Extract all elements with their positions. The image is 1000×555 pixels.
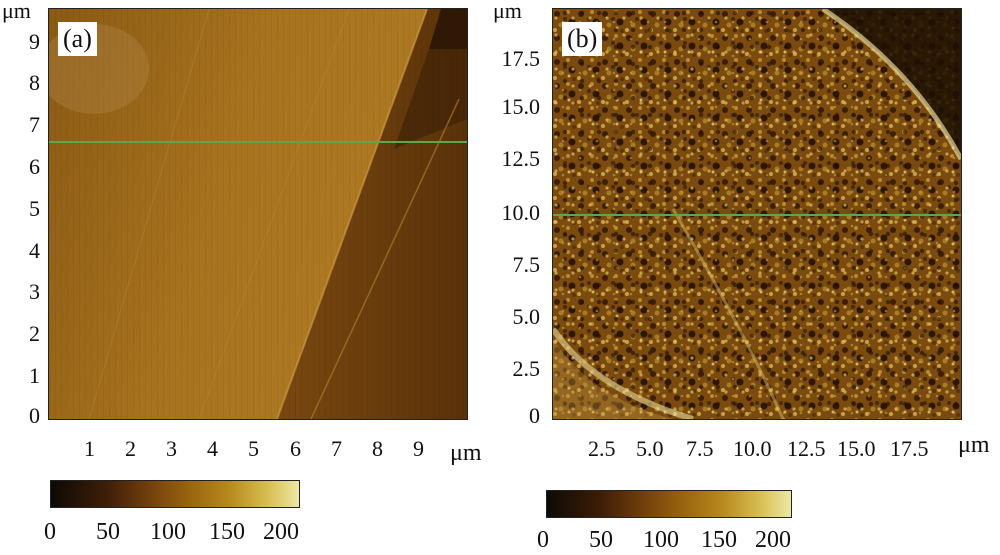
x-tick-a: 5	[248, 436, 259, 461]
y-tick-a: 9	[29, 29, 40, 54]
y-tick-a: 5	[29, 196, 40, 221]
x-tick-b: 7.5	[686, 436, 714, 461]
y-axis-unit-b: μm	[493, 0, 522, 23]
scan-line-a	[49, 141, 467, 143]
panel-tag-a: (a)	[58, 22, 97, 56]
y-tick-b: 17.5	[501, 46, 541, 71]
y-tick-a: 3	[29, 279, 40, 304]
y-tick-b: 10.0	[501, 200, 541, 225]
x-tick-a: 9	[413, 436, 424, 461]
y-tick-b: 2.5	[512, 356, 541, 381]
y-tick-a: 6	[29, 154, 40, 179]
x-tick-b: 10.0	[733, 436, 772, 461]
colorbar-tick-b: 200	[755, 527, 791, 553]
x-tick-b: 15.0	[837, 436, 876, 461]
y-tick-a: 2	[29, 321, 40, 346]
x-tick-a: 3	[166, 436, 177, 461]
x-tick-a: 8	[372, 436, 383, 461]
y-tick-a: 0	[29, 403, 40, 428]
colorbar-tick-a: 100	[150, 519, 186, 545]
y-tick-a: 4	[29, 238, 40, 263]
x-tick-b: 17.5	[890, 436, 929, 461]
colorbar-tick-a: 200	[263, 519, 299, 545]
colorbar-tick-a: 0	[44, 519, 56, 545]
y-tick-a: 7	[29, 112, 40, 137]
y-tick-b: 0	[529, 403, 540, 428]
y-tick-a: 1	[29, 363, 40, 388]
y-tick-b: 15.0	[501, 94, 541, 119]
x-tick-a: 2	[125, 436, 136, 461]
x-axis-unit-a: μm	[450, 440, 482, 466]
x-tick-a: 1	[84, 436, 95, 461]
afm-image-a	[48, 8, 468, 420]
colorbar-b	[546, 490, 792, 518]
panel-tag-b: (b)	[562, 22, 603, 56]
y-tick-b: 5.0	[512, 304, 541, 329]
y-tick-b: 12.5	[501, 146, 541, 171]
y-axis-unit-a: μm	[2, 0, 31, 23]
colorbar-tick-a: 50	[96, 519, 120, 545]
x-axis-unit-b: μm	[958, 432, 990, 458]
x-tick-b: 2.5	[588, 436, 616, 461]
x-tick-a: 6	[290, 436, 301, 461]
colorbar-tick-b: 50	[589, 527, 613, 553]
x-tick-b: 12.5	[787, 436, 826, 461]
y-tick-b: 7.5	[512, 252, 541, 277]
x-tick-a: 7	[331, 436, 342, 461]
y-tick-a: 8	[29, 70, 40, 95]
x-tick-a: 4	[207, 436, 218, 461]
colorbar-a	[50, 480, 300, 508]
colorbar-tick-b: 0	[537, 527, 549, 553]
afm-image-b	[552, 8, 962, 420]
colorbar-tick-b: 100	[643, 527, 679, 553]
scan-line-b	[553, 214, 961, 216]
x-tick-b: 5.0	[636, 436, 664, 461]
colorbar-tick-a: 150	[209, 519, 245, 545]
colorbar-tick-b: 150	[701, 527, 737, 553]
